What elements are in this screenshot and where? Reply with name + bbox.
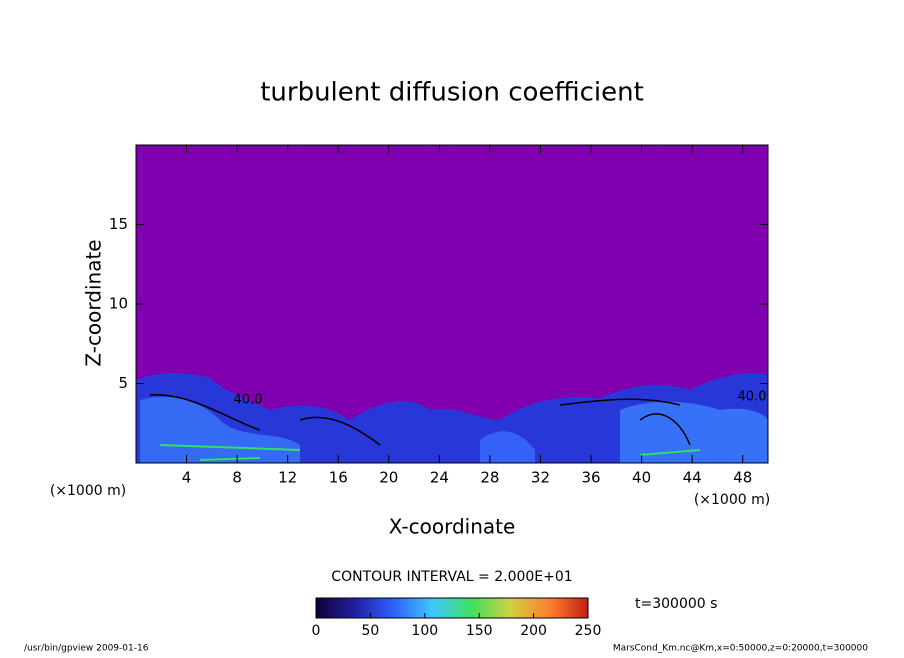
contour-label: 40.0	[738, 390, 767, 405]
x-tick-label: 4	[182, 469, 192, 487]
colorbar	[315, 597, 589, 619]
contour-label: 40.0	[234, 393, 263, 408]
x-tick-label: 36	[581, 469, 600, 487]
x-unit: (×1000 m)	[694, 492, 770, 508]
footer-right: MarsCond_Km.nc@Km,x=0:50000,z=0:20000,t=…	[613, 644, 868, 654]
x-tick-label: 40	[632, 469, 651, 487]
colorbar-tick-label: 250	[575, 623, 602, 639]
field	[136, 373, 768, 463]
x-tick-label: 28	[480, 469, 499, 487]
colorbar-tick-label: 200	[520, 623, 547, 639]
x-tick-label: 8	[232, 469, 242, 487]
time-label: t=300000 s	[635, 596, 717, 612]
x-axis-label: X-coordinate	[389, 515, 516, 539]
footer-left: /usr/bin/gpview 2009-01-16	[24, 644, 149, 654]
x-tick-label: 12	[278, 469, 297, 487]
colorbar-tick-label: 150	[466, 623, 493, 639]
colorbar-tick-label: 50	[361, 623, 379, 639]
chart-title: turbulent diffusion coefficient	[260, 78, 644, 108]
x-tick-label: 24	[430, 469, 449, 487]
y-axis-label: Z-coordinate	[82, 239, 106, 366]
y-tick-label: 15	[109, 215, 128, 233]
contour-interval: CONTOUR INTERVAL = 2.000E+01	[331, 569, 572, 585]
y-tick-label: 10	[109, 295, 128, 313]
colorbar-tick-label: 0	[312, 623, 321, 639]
colorbar-tick-label: 100	[411, 623, 438, 639]
x-tick-label: 48	[733, 469, 752, 487]
y-tick-label: 5	[118, 374, 128, 392]
x-tick-label: 32	[531, 469, 550, 487]
x-tick-label: 16	[329, 469, 348, 487]
x-tick-label: 20	[379, 469, 398, 487]
y-unit: (×1000 m)	[50, 483, 126, 499]
x-tick-label: 44	[683, 469, 702, 487]
